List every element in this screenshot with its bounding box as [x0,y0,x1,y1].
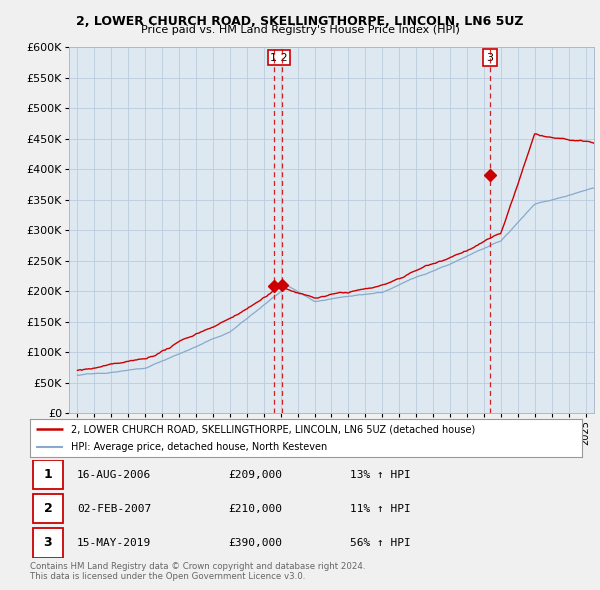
Bar [33,529,63,558]
Bar [33,494,63,523]
Text: 15-MAY-2019: 15-MAY-2019 [77,538,151,548]
Text: 3: 3 [44,536,52,549]
Text: 1 2: 1 2 [270,53,288,63]
Text: 1: 1 [44,468,52,481]
Text: £210,000: £210,000 [229,504,283,514]
Text: 11% ↑ HPI: 11% ↑ HPI [350,504,411,514]
Text: This data is licensed under the Open Government Licence v3.0.: This data is licensed under the Open Gov… [30,572,305,581]
Text: Price paid vs. HM Land Registry's House Price Index (HPI): Price paid vs. HM Land Registry's House … [140,25,460,35]
Text: 3: 3 [487,53,494,63]
Text: 2, LOWER CHURCH ROAD, SKELLINGTHORPE, LINCOLN, LN6 5UZ: 2, LOWER CHURCH ROAD, SKELLINGTHORPE, LI… [76,15,524,28]
Text: 02-FEB-2007: 02-FEB-2007 [77,504,151,514]
Text: £390,000: £390,000 [229,538,283,548]
Text: HPI: Average price, detached house, North Kesteven: HPI: Average price, detached house, Nort… [71,442,328,452]
Text: 16-AUG-2006: 16-AUG-2006 [77,470,151,480]
Text: 2: 2 [44,502,52,516]
Text: £209,000: £209,000 [229,470,283,480]
Text: Contains HM Land Registry data © Crown copyright and database right 2024.: Contains HM Land Registry data © Crown c… [30,562,365,571]
Bar [33,460,63,490]
Text: 2, LOWER CHURCH ROAD, SKELLINGTHORPE, LINCOLN, LN6 5UZ (detached house): 2, LOWER CHURCH ROAD, SKELLINGTHORPE, LI… [71,424,476,434]
Text: 56% ↑ HPI: 56% ↑ HPI [350,538,411,548]
Text: 13% ↑ HPI: 13% ↑ HPI [350,470,411,480]
